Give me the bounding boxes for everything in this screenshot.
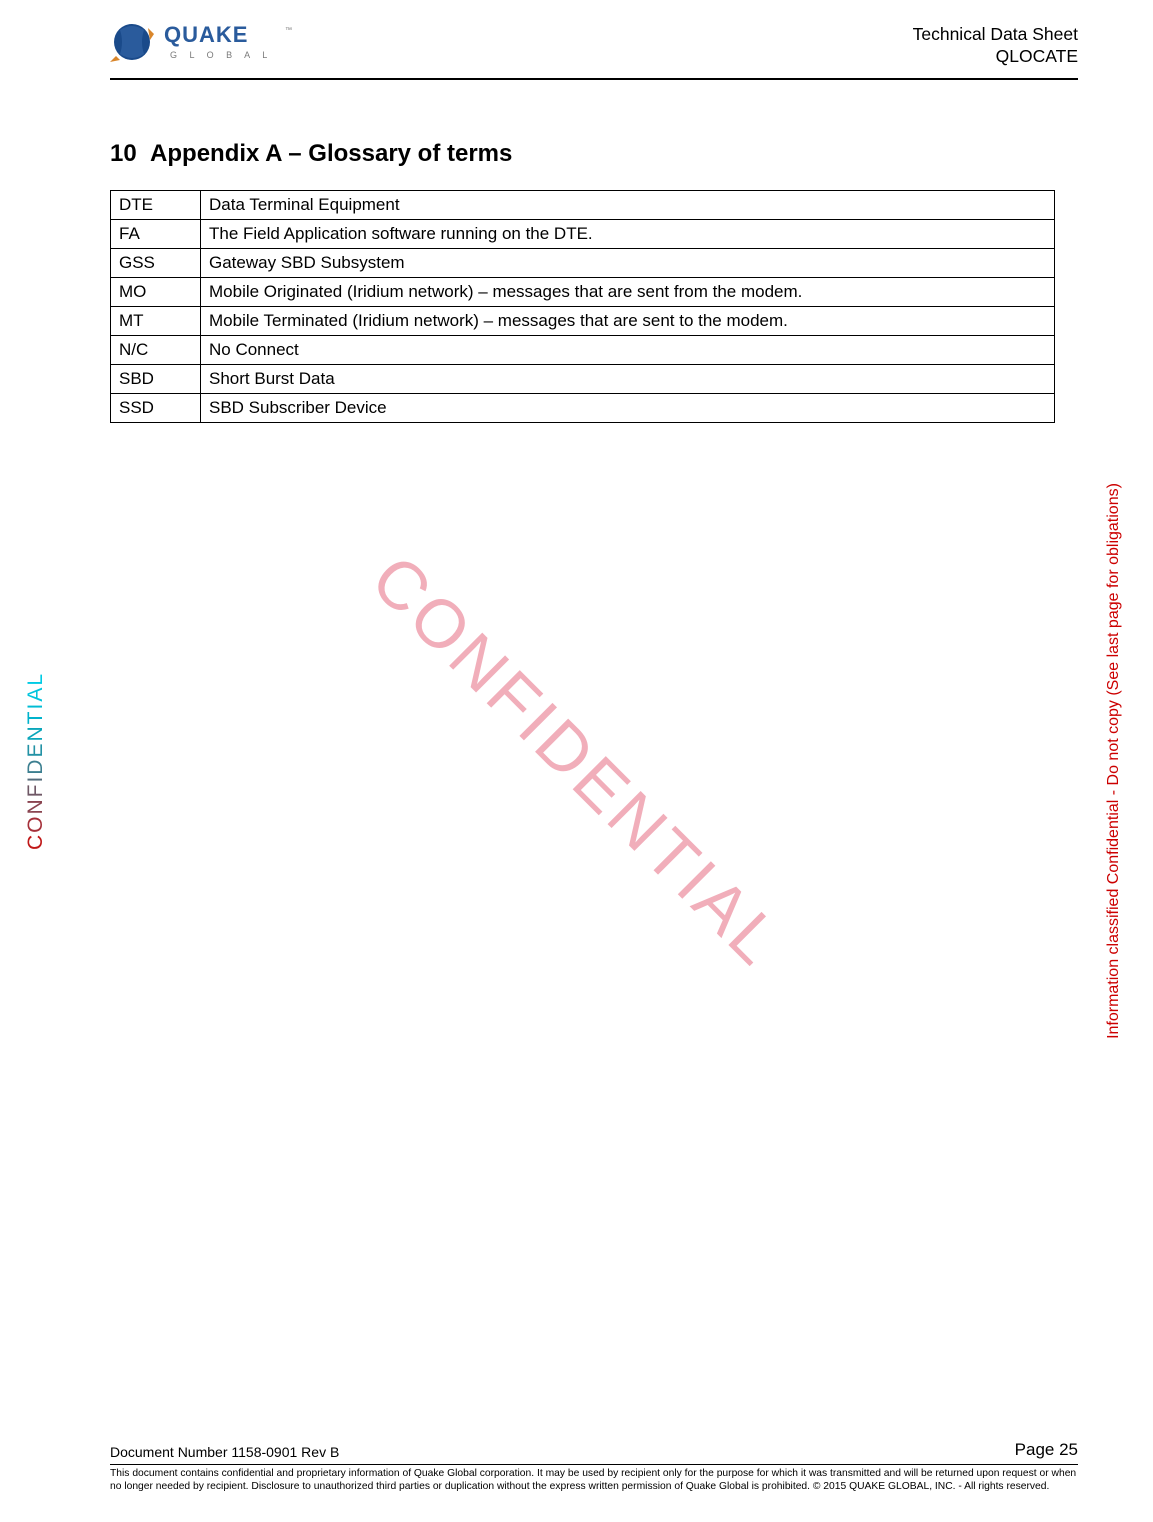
watermark-center: CONFIDENTIAL: [356, 540, 798, 982]
page-header: QUAKE G L O B A L ™ Technical Data Sheet…: [110, 18, 1078, 78]
table-row: DTE Data Terminal Equipment: [111, 191, 1055, 220]
document-page: QUAKE G L O B A L ™ Technical Data Sheet…: [0, 0, 1153, 1522]
section-title: Appendix A – Glossary of terms: [150, 140, 512, 167]
svg-text:™: ™: [285, 27, 292, 34]
footer-legal-text: This document contains confidential and …: [110, 1468, 1078, 1494]
term-cell: MT: [111, 307, 201, 336]
header-rule: [110, 78, 1078, 80]
glossary-table: DTE Data Terminal Equipment FA The Field…: [110, 190, 1055, 423]
glossary-body: DTE Data Terminal Equipment FA The Field…: [111, 191, 1055, 423]
table-row: MT Mobile Terminated (Iridium network) –…: [111, 307, 1055, 336]
svg-text:QUAKE: QUAKE: [164, 22, 248, 47]
footer-rule: [110, 1464, 1078, 1465]
term-cell: GSS: [111, 249, 201, 278]
table-row: GSS Gateway SBD Subsystem: [111, 249, 1055, 278]
definition-cell: Gateway SBD Subsystem: [201, 249, 1055, 278]
product-name-label: QLOCATE: [913, 46, 1078, 68]
document-number: Document Number 1158-0901 Rev B: [110, 1444, 339, 1460]
company-logo: QUAKE G L O B A L ™: [110, 18, 330, 66]
definition-cell: Data Terminal Equipment: [201, 191, 1055, 220]
table-row: N/C No Connect: [111, 336, 1055, 365]
definition-cell: Mobile Originated (Iridium network) – me…: [201, 278, 1055, 307]
header-right-block: Technical Data Sheet QLOCATE: [913, 24, 1078, 68]
page-number: Page 25: [1015, 1440, 1078, 1460]
term-cell: DTE: [111, 191, 201, 220]
footer-top-row: Document Number 1158-0901 Rev B Page 25: [110, 1440, 1078, 1460]
page-footer: Document Number 1158-0901 Rev B Page 25 …: [110, 1440, 1078, 1494]
definition-cell: SBD Subscriber Device: [201, 394, 1055, 423]
term-cell: SBD: [111, 365, 201, 394]
definition-cell: Short Burst Data: [201, 365, 1055, 394]
table-row: MO Mobile Originated (Iridium network) –…: [111, 278, 1055, 307]
table-row: FA The Field Application software runnin…: [111, 220, 1055, 249]
definition-cell: No Connect: [201, 336, 1055, 365]
watermark-right: Information classified Confidential - Do…: [1105, 483, 1123, 1039]
section-number: 10: [110, 140, 137, 167]
svg-text:G L O B A L: G L O B A L: [170, 50, 272, 60]
term-cell: N/C: [111, 336, 201, 365]
term-cell: FA: [111, 220, 201, 249]
watermark-left: CONFIDENTIAL: [24, 672, 48, 850]
definition-cell: Mobile Terminated (Iridium network) – me…: [201, 307, 1055, 336]
table-row: SBD Short Burst Data: [111, 365, 1055, 394]
table-row: SSD SBD Subscriber Device: [111, 394, 1055, 423]
doc-type-label: Technical Data Sheet: [913, 24, 1078, 46]
definition-cell: The Field Application software running o…: [201, 220, 1055, 249]
term-cell: MO: [111, 278, 201, 307]
term-cell: SSD: [111, 394, 201, 423]
section-heading: 10 Appendix A – Glossary of terms: [110, 140, 512, 168]
